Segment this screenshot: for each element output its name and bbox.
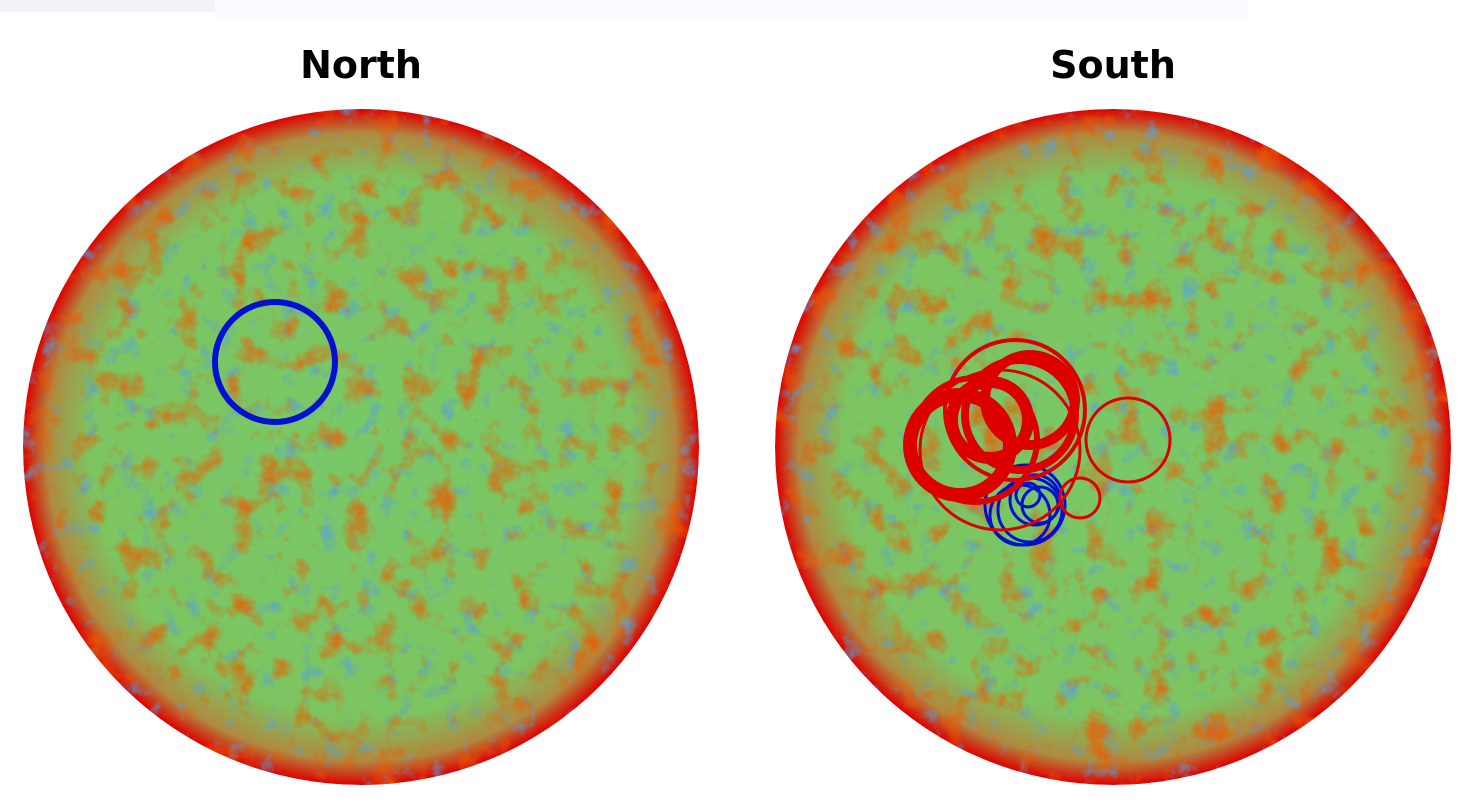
panel-title: South — [1050, 43, 1176, 87]
red-circles — [903, 338, 1172, 532]
south-map — [775, 109, 1451, 785]
top-bar — [215, 0, 1248, 20]
panel-title: North — [300, 43, 422, 87]
region-circle — [212, 299, 338, 425]
top-bar — [0, 0, 215, 12]
north-map — [23, 109, 699, 785]
